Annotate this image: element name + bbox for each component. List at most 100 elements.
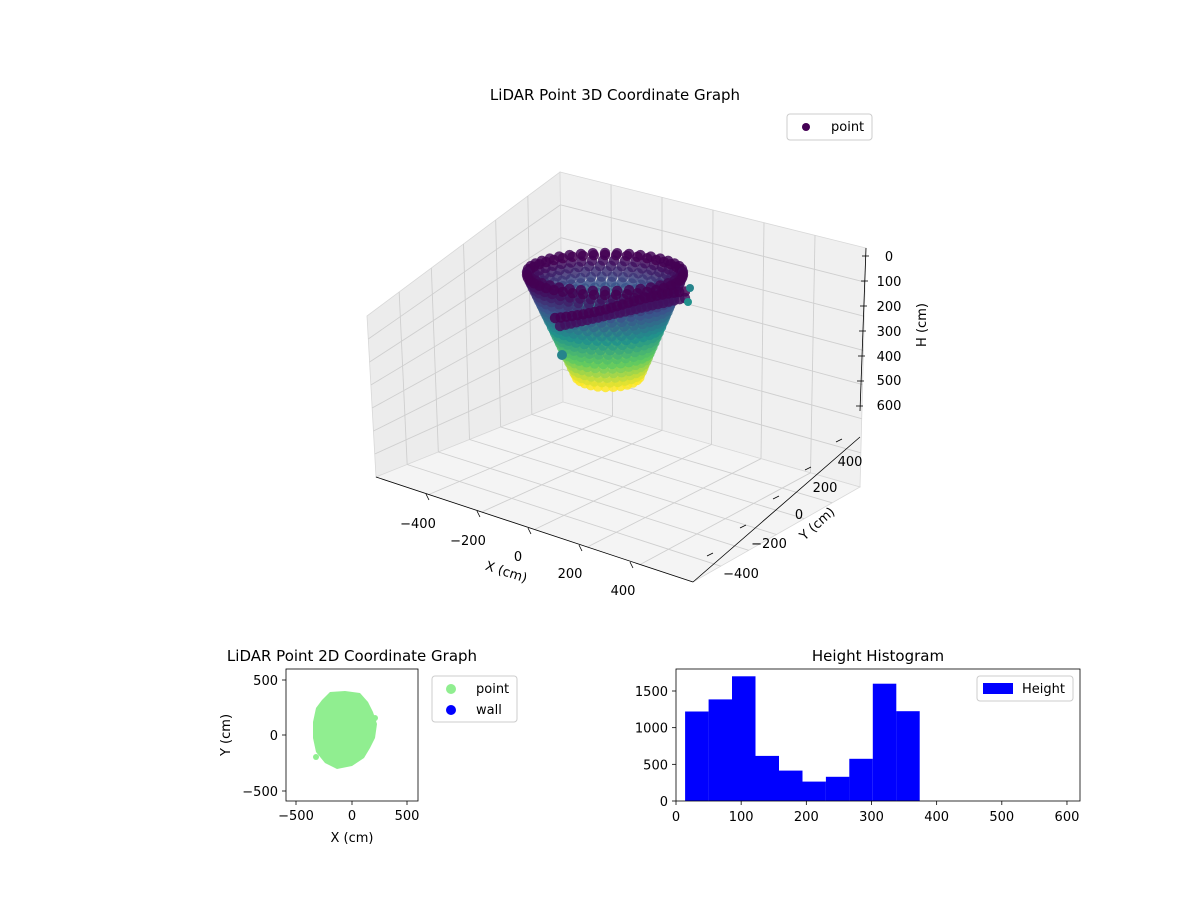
x-tick-label: 200: [558, 567, 583, 582]
grid-line: [560, 237, 865, 317]
y-tick-label: −200: [751, 537, 787, 552]
x-tick-label-hist: 100: [729, 810, 754, 825]
grid-line: [531, 414, 833, 504]
x-tick-label-hist: 500: [989, 810, 1014, 825]
cloud-point: [588, 250, 600, 261]
cloud-point: [599, 249, 611, 261]
y-tick-label-hist: 1000: [635, 722, 668, 737]
histogram-bar: [779, 770, 803, 801]
legend-2d: point wall: [431, 675, 518, 723]
y-tick-label: 0: [795, 508, 803, 523]
x-tick-label: 0: [514, 550, 522, 565]
chart-2d: LiDAR Point 2D Coordinate Graph −500 0 5…: [219, 647, 518, 846]
z-tick-label: 200: [877, 300, 902, 315]
z-axis-label-3d: H (cm): [915, 303, 930, 347]
y-tick-label-2d: 500: [253, 674, 278, 689]
ticks-2d: [282, 679, 408, 805]
histogram-bar: [802, 781, 826, 801]
x-tick-label-hist: 300: [859, 810, 884, 825]
point-cloud-2d: [313, 691, 377, 769]
cloud-point: [621, 250, 633, 261]
y-tick-label: 400: [838, 455, 863, 470]
histogram-bars: [685, 676, 920, 801]
x-tick-label-2d: 0: [348, 809, 356, 824]
histogram-bar: [755, 755, 779, 801]
point-cloud-3d: [521, 247, 694, 393]
chart-2d-title: LiDAR Point 2D Coordinate Graph: [227, 647, 477, 665]
x-ticks-3d: [425, 493, 634, 569]
histogram-bar: [732, 676, 756, 801]
cloud-point: [548, 284, 560, 296]
cloud-point: [521, 269, 533, 281]
y-tick-label-hist: 1500: [635, 685, 668, 700]
chart-histogram: Height Histogram 0 100 200 300 400 500 600 0 500…: [635, 647, 1081, 825]
x-tick-label-hist: 400: [924, 810, 949, 825]
histogram-bar: [825, 776, 850, 801]
x-tick-label-2d: 500: [395, 809, 420, 824]
cloud-point: [610, 289, 622, 300]
plot-frame-hist: [675, 668, 1081, 802]
legend-marker-height: [983, 683, 1013, 694]
y-tick-label: −400: [723, 567, 759, 582]
y-tick-label-hist: 500: [643, 758, 668, 773]
x-tick-label-hist: 600: [1055, 810, 1080, 825]
x-axis-line: [375, 476, 694, 583]
point-2d: [372, 715, 378, 721]
z-tick-label: 400: [877, 350, 902, 365]
x-tick-label-hist: 0: [672, 810, 680, 825]
grid-line: [560, 204, 866, 283]
y-tick-label: 200: [813, 481, 838, 496]
point-2d: [313, 754, 319, 760]
cloud-point: [540, 256, 552, 268]
histogram-bar: [872, 683, 897, 801]
cloud-point: [686, 284, 694, 292]
legend-label-point: point: [831, 120, 864, 135]
z-tick-label: 100: [877, 275, 902, 290]
grid-line: [374, 368, 563, 455]
x-tick-label: 400: [611, 584, 636, 599]
legend-label-wall: wall: [476, 703, 502, 718]
legend-marker-point-2d: [446, 684, 456, 694]
z-ticks-3d: [856, 255, 869, 407]
cloud-point: [567, 288, 578, 299]
legend-3d: point: [786, 113, 873, 141]
chart-3d: LiDAR Point 3D Coordinate Graph −400 −20…: [366, 86, 930, 599]
cloud-point: [610, 250, 622, 261]
z-tick-label: 0: [885, 250, 893, 265]
grid-line: [371, 303, 562, 409]
x-tick-label-hist: 200: [794, 810, 819, 825]
x-tick-label: −200: [450, 534, 486, 549]
y-tick-label-hist: 0: [660, 795, 668, 810]
chart-3d-title: LiDAR Point 3D Coordinate Graph: [490, 86, 740, 104]
cloud-point: [684, 298, 692, 306]
grid-line: [430, 267, 439, 453]
histogram-ticks: 0 100 200 300 400 500 600 0 500 1000 1500: [635, 685, 1079, 825]
grid-line: [810, 235, 816, 473]
y-tick-label-2d: 0: [270, 729, 278, 744]
legend-label-height: Height: [1022, 682, 1065, 697]
cloud-point: [557, 286, 568, 297]
z-axis-line: [859, 247, 867, 412]
z-tick-label: 600: [877, 399, 902, 414]
histogram-title: Height Histogram: [812, 647, 944, 665]
grid-line: [711, 209, 714, 445]
cloud-point: [599, 289, 611, 301]
grid-line: [463, 243, 470, 440]
histogram-bar: [896, 711, 920, 801]
x-axis-label-2d: X (cm): [331, 831, 374, 846]
cloud-point: [567, 251, 578, 262]
legend-hist: Height: [976, 675, 1074, 702]
grid-line: [495, 219, 502, 428]
y-axis-line: [692, 436, 861, 583]
histogram-bar: [849, 758, 873, 801]
grid-line: [373, 335, 563, 432]
grid-line: [368, 204, 561, 340]
y-ticks-3d: [706, 438, 843, 557]
y-tick-label-2d: −500: [242, 785, 278, 800]
cloud-point: [621, 289, 633, 300]
grid-line: [760, 222, 765, 459]
legend-marker-point: [802, 123, 810, 131]
z-tick-label: 500: [877, 374, 902, 389]
y-axis-label-2d: Y (cm): [219, 714, 234, 757]
